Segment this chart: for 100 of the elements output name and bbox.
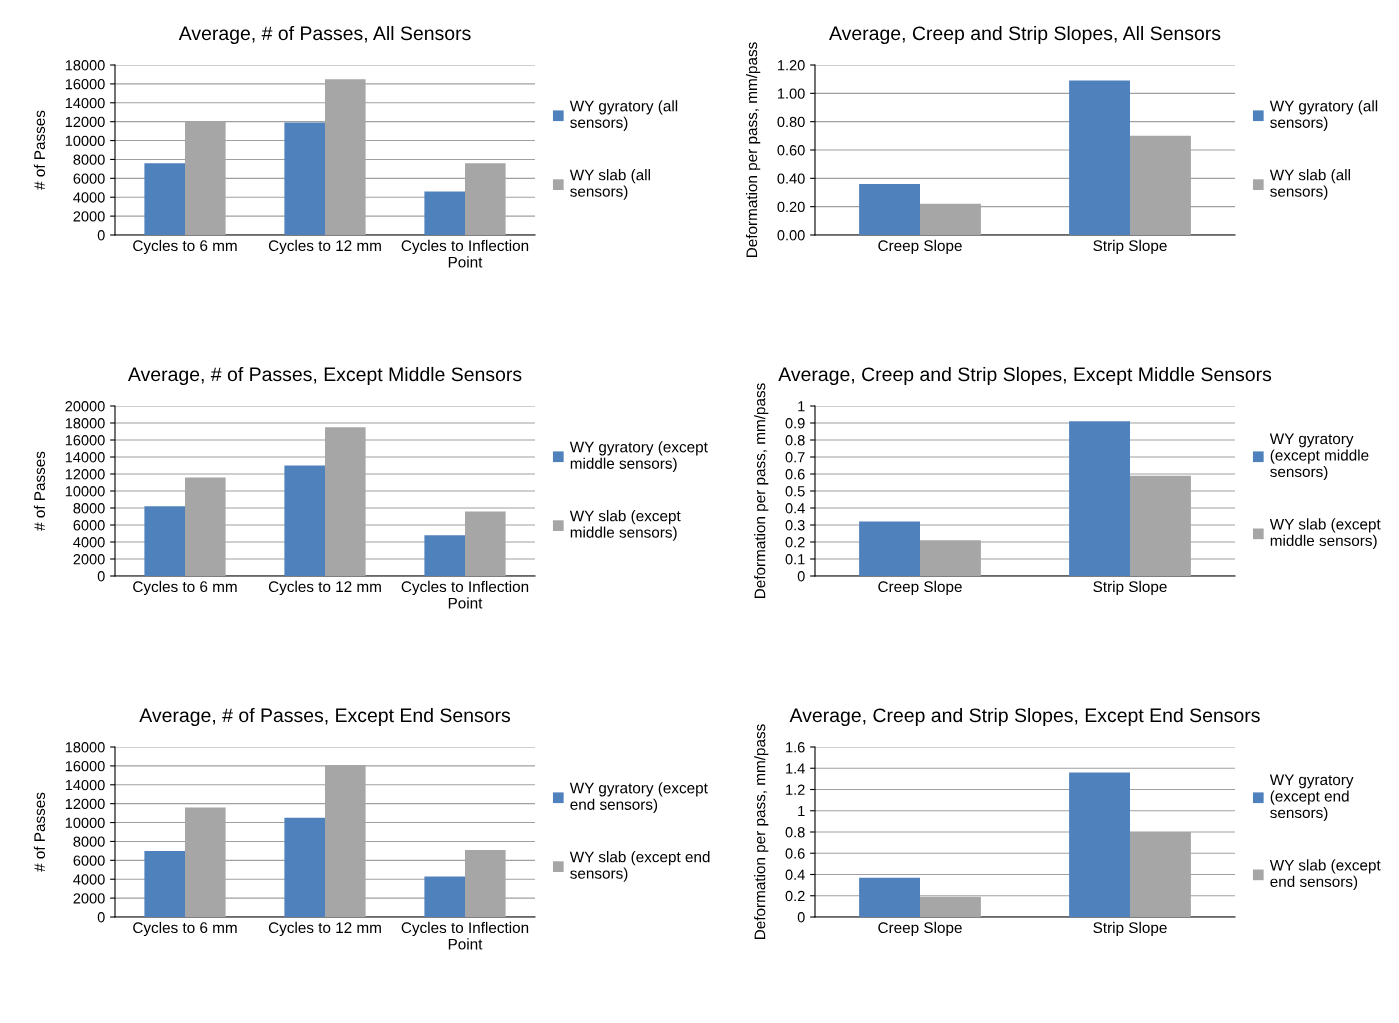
y-tick-label: 20000 xyxy=(65,401,105,412)
y-tick-label: 14000 xyxy=(65,97,105,109)
y-tick-label: 10000 xyxy=(65,135,105,146)
y-tick-label: 12000 xyxy=(65,798,105,810)
y-tick-label: 1.4 xyxy=(786,763,805,774)
chart-title: Average, Creep and Strip Slopes, All Sensors xyxy=(829,25,1221,45)
y-tick-label: 0 xyxy=(97,230,105,241)
legend-label: WY slab (except middle sensors) xyxy=(569,510,681,541)
y-axis-title: Deformation per pass, mm/pass xyxy=(754,383,769,598)
y-tick-label: 18000 xyxy=(65,742,105,753)
y-tick-label: 0 xyxy=(797,571,805,582)
bar xyxy=(1069,421,1130,576)
y-tick-label: 0.4 xyxy=(785,869,805,880)
y-tick-label: 10000 xyxy=(65,486,105,497)
bar xyxy=(144,163,185,235)
y-axis-title: # of Passes xyxy=(33,110,46,190)
y-tick-label: 0.6 xyxy=(785,848,805,859)
x-tick-label: Cycles to Inflection Point xyxy=(401,921,529,950)
bar xyxy=(859,184,920,235)
legend-label: WY gyratory (except middle sensors) xyxy=(1269,433,1369,481)
y-tick-label: 4000 xyxy=(73,192,105,203)
bar xyxy=(284,817,325,917)
x-tick-label: Cycles to 12 mm xyxy=(268,580,381,596)
legend-label: WY slab (all sensors) xyxy=(1269,169,1350,200)
x-tick-label: Strip Slope xyxy=(1093,921,1167,937)
y-tick-label: 0.7 xyxy=(785,452,805,463)
bar xyxy=(1069,80,1130,235)
y-tick-label: 0.9 xyxy=(785,418,805,429)
x-tick-label: Cycles to Inflection Point xyxy=(401,239,529,268)
x-tick-label: Cycles to 6 mm xyxy=(133,921,237,937)
y-tick-label: 1 xyxy=(798,806,805,817)
y-tick-label: 0.8 xyxy=(785,435,805,446)
legend-label: WY slab (except end sensors) xyxy=(569,851,710,882)
y-tick-label: 0.60 xyxy=(777,145,805,156)
y-tick-label: 0.2 xyxy=(785,890,805,902)
legend-label: WY gyratory (except end sensors) xyxy=(1269,774,1354,822)
bar xyxy=(859,877,920,917)
legend-label: WY slab (all sensors) xyxy=(569,169,650,200)
x-tick-label: Cycles to 12 mm xyxy=(268,239,381,255)
x-tick-label: Cycles to 6 mm xyxy=(133,239,237,255)
bar xyxy=(424,876,465,917)
y-tick-label: 4000 xyxy=(73,537,105,548)
x-tick-label: Creep Slope xyxy=(878,239,962,255)
y-tick-label: 14000 xyxy=(65,452,105,463)
y-tick-label: 0.1 xyxy=(785,554,805,565)
y-tick-label: 16000 xyxy=(65,435,105,446)
legend-label: WY gyratory (all sensors) xyxy=(1269,100,1378,131)
y-tick-label: 6000 xyxy=(73,520,105,531)
y-tick-label: 16000 xyxy=(65,78,105,90)
y-tick-label: 0.40 xyxy=(777,173,805,184)
y-axis-title: Deformation per pass, mm/pass xyxy=(754,724,769,939)
legend-label: WY gyratory (except end sensors) xyxy=(569,782,708,813)
y-axis-title: # of Passes xyxy=(33,451,46,531)
y-axis-title: Deformation per pass, mm/pass xyxy=(745,42,761,257)
y-tick-label: 1 xyxy=(798,401,805,412)
bar xyxy=(859,521,920,576)
y-tick-label: 16000 xyxy=(65,760,105,772)
y-tick-label: 0.3 xyxy=(785,520,805,531)
y-tick-label: 8000 xyxy=(73,503,105,514)
y-tick-label: 8000 xyxy=(73,154,105,165)
y-tick-label: 1.20 xyxy=(778,60,805,71)
chart-title: Average, # of Passes, Except End Sensors xyxy=(139,707,511,727)
y-tick-label: 18000 xyxy=(65,60,105,71)
y-tick-label: 0.4 xyxy=(785,503,805,514)
y-tick-label: 12000 xyxy=(65,469,105,480)
legend-label: WY slab (except middle sensors) xyxy=(1269,518,1381,550)
y-tick-label: 10000 xyxy=(65,817,105,828)
y-tick-label: 2000 xyxy=(73,554,105,565)
y-tick-label: 18000 xyxy=(65,418,105,429)
y-tick-label: 0.8 xyxy=(785,827,805,838)
x-tick-label: Creep Slope xyxy=(878,580,962,596)
y-tick-label: 0 xyxy=(97,571,105,582)
x-tick-label: Strip Slope xyxy=(1093,580,1167,596)
bar xyxy=(284,122,325,235)
y-tick-label: 0 xyxy=(797,912,805,923)
bar xyxy=(1069,772,1130,917)
x-tick-label: Creep Slope xyxy=(878,921,962,937)
bar xyxy=(144,506,185,576)
y-axis-title: # of Passes xyxy=(33,792,46,872)
x-tick-label: Cycles to 6 mm xyxy=(133,580,237,596)
y-tick-label: 0 xyxy=(97,912,105,923)
y-tick-label: 0.2 xyxy=(785,537,805,548)
y-tick-label: 6000 xyxy=(73,173,105,184)
y-tick-label: 2000 xyxy=(73,211,105,222)
chart-title: Average, # of Passes, All Sensors xyxy=(178,25,471,45)
x-tick-label: Cycles to 12 mm xyxy=(268,921,381,937)
bar xyxy=(144,850,185,917)
legend-label: WY slab (except end sensors) xyxy=(1269,859,1381,891)
chart-title: Average, Creep and Strip Slopes, Except Middle Sensors xyxy=(778,366,1272,386)
bar xyxy=(424,191,465,235)
y-tick-label: 0.6 xyxy=(785,469,805,480)
y-tick-label: 0.20 xyxy=(777,201,805,213)
y-tick-label: 12000 xyxy=(65,116,105,128)
y-tick-label: 14000 xyxy=(65,779,105,791)
chart-title: Average, Creep and Strip Slopes, Except End Sensors xyxy=(789,707,1260,727)
y-tick-label: 6000 xyxy=(73,855,105,866)
bar xyxy=(284,465,325,576)
y-tick-label: 4000 xyxy=(73,874,105,885)
bar xyxy=(424,535,465,576)
y-tick-label: 0.00 xyxy=(777,230,805,241)
